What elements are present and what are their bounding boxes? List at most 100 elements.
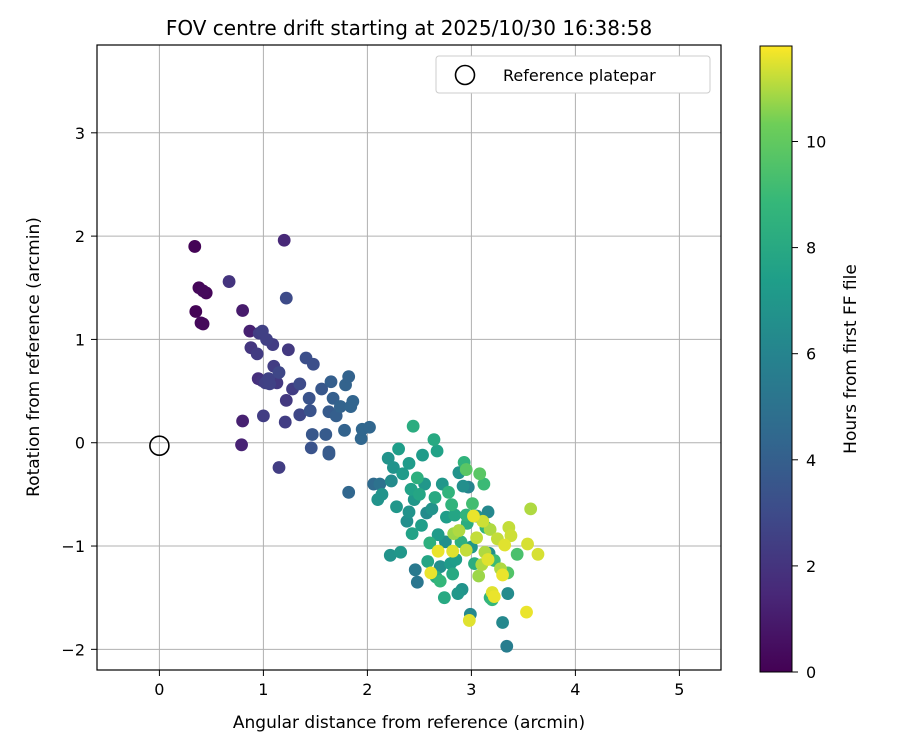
data-point xyxy=(236,304,250,317)
data-point xyxy=(448,508,462,522)
x-tick-label: 1 xyxy=(258,680,268,699)
data-point xyxy=(196,317,210,331)
x-tick-label: 2 xyxy=(362,680,372,699)
data-point xyxy=(383,548,397,562)
data-point xyxy=(394,545,408,559)
data-point xyxy=(272,461,286,474)
data-point xyxy=(496,568,509,582)
colorbar-tick-label: 6 xyxy=(806,345,816,364)
y-tick-label: −2 xyxy=(61,640,85,659)
data-point xyxy=(384,474,398,488)
data-point xyxy=(281,343,295,357)
data-point xyxy=(470,531,483,545)
colorbar-ticks: 0 2 4 6 8 10 xyxy=(792,132,826,682)
data-point xyxy=(304,441,318,455)
data-point xyxy=(342,370,356,384)
data-points xyxy=(188,233,545,653)
data-point xyxy=(222,275,236,288)
data-point xyxy=(459,543,473,557)
colorbar-tick-label: 8 xyxy=(806,239,816,258)
data-point xyxy=(402,456,416,470)
data-point xyxy=(293,377,307,391)
data-point xyxy=(481,553,495,566)
data-point xyxy=(433,574,447,588)
data-point xyxy=(428,491,442,504)
grid xyxy=(97,45,721,670)
data-point xyxy=(415,518,428,532)
reference-marker xyxy=(149,435,170,457)
data-point xyxy=(257,409,270,423)
data-point xyxy=(433,560,447,574)
data-point xyxy=(521,537,534,551)
data-point xyxy=(510,547,524,561)
legend-reference-marker xyxy=(454,64,476,86)
data-point xyxy=(466,497,479,511)
data-point xyxy=(423,536,437,550)
data-point xyxy=(481,505,495,519)
data-point xyxy=(476,514,490,528)
data-point xyxy=(410,575,424,589)
data-point xyxy=(421,555,435,568)
data-point xyxy=(531,547,545,561)
data-point xyxy=(306,357,320,371)
data-point xyxy=(373,477,387,491)
data-point xyxy=(451,587,465,600)
colorbar-tick-label: 4 xyxy=(806,451,816,470)
data-point xyxy=(293,408,307,422)
axes: 0 1 2 3 4 5 −2 −1 0 1 2 3 xyxy=(61,124,684,699)
data-point xyxy=(520,605,533,619)
data-point xyxy=(279,393,293,407)
data-point xyxy=(405,527,419,541)
data-point xyxy=(375,487,389,501)
data-point xyxy=(477,477,491,491)
data-point xyxy=(387,461,400,474)
data-point xyxy=(446,567,460,581)
data-point xyxy=(278,415,292,429)
data-point xyxy=(333,400,347,413)
data-point xyxy=(396,467,410,481)
data-point xyxy=(431,544,445,558)
data-point xyxy=(188,240,202,253)
data-point xyxy=(410,471,424,485)
y-tick-label: 0 xyxy=(75,434,85,453)
data-point xyxy=(302,391,316,405)
data-point xyxy=(260,333,273,346)
data-point xyxy=(406,419,420,433)
data-point xyxy=(272,366,286,379)
x-tick-label: 4 xyxy=(570,680,580,699)
data-point xyxy=(303,404,317,418)
colorbar-tick-label: 2 xyxy=(806,557,816,576)
data-point xyxy=(430,444,444,458)
data-point xyxy=(413,487,426,501)
colorbar xyxy=(759,45,793,673)
data-point xyxy=(262,372,275,386)
data-point xyxy=(437,591,451,605)
y-axis-label: Rotation from reference (arcmin) xyxy=(24,217,44,497)
data-point xyxy=(315,382,329,396)
data-point xyxy=(427,433,441,447)
data-point xyxy=(431,528,445,542)
legend-box xyxy=(435,55,711,94)
data-point xyxy=(189,305,203,318)
data-point xyxy=(452,524,466,537)
data-point xyxy=(319,428,333,441)
data-point xyxy=(196,284,210,298)
chart-title: FOV centre drift starting at 2025/10/30 … xyxy=(166,16,652,40)
data-point xyxy=(277,233,291,247)
data-point xyxy=(363,420,376,434)
data-point xyxy=(445,498,459,512)
data-point xyxy=(354,432,368,445)
data-point xyxy=(250,347,264,361)
legend: Reference platepar xyxy=(435,55,711,94)
data-point xyxy=(498,538,512,552)
data-point xyxy=(472,569,486,583)
data-point xyxy=(338,423,351,437)
data-point xyxy=(381,451,395,465)
data-point xyxy=(504,529,518,543)
y-tick-label: −1 xyxy=(61,537,85,556)
y-tick-label: 1 xyxy=(75,330,85,349)
data-point xyxy=(446,544,460,558)
plot-frame xyxy=(96,44,722,671)
y-tick-label: 2 xyxy=(75,227,85,246)
